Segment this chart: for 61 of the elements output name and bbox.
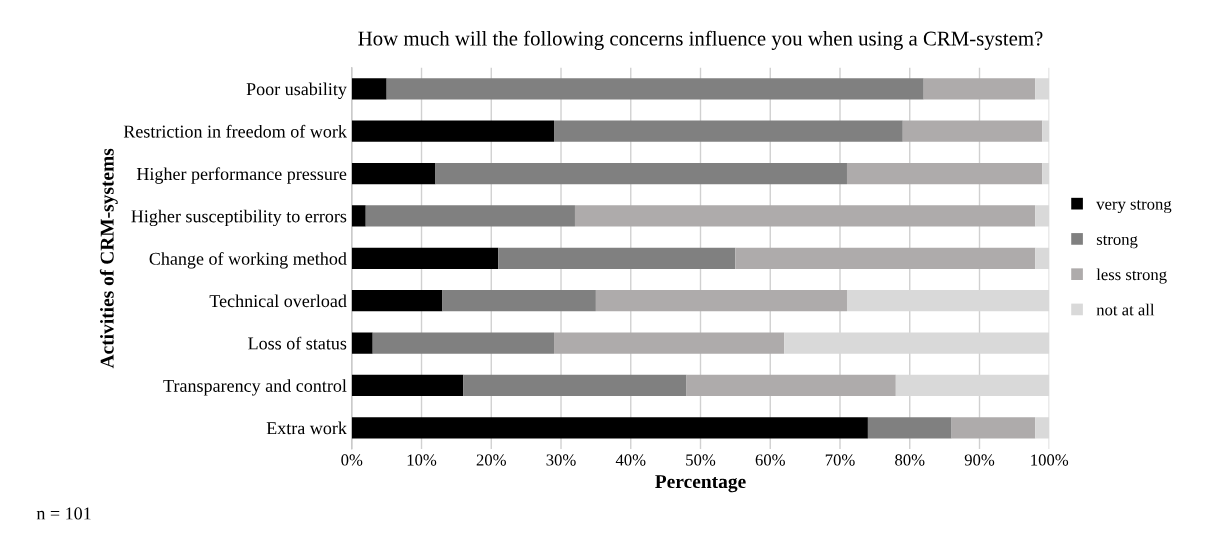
x-tick-label: 50%: [686, 454, 716, 466]
x-tick-label: 20%: [476, 454, 506, 466]
x-tick-label: 70%: [825, 454, 855, 466]
bar: [846, 162, 1043, 185]
legend-label: very strong: [1096, 200, 1172, 214]
legend-label: less strong: [1096, 268, 1167, 284]
x-axis-title: Percentage: [655, 475, 746, 493]
bar: [1042, 120, 1050, 142]
bar: [686, 374, 896, 397]
x-tick-label: 40%: [615, 454, 646, 466]
bar: [365, 205, 575, 227]
y-tick-label: Higher performance pressure: [136, 167, 347, 184]
x-tick-label: 60%: [755, 454, 785, 466]
bar: [1035, 417, 1050, 439]
y-tick-label: Technical overload: [209, 294, 347, 308]
bar: [351, 78, 387, 100]
bar: [351, 247, 499, 269]
bar: [351, 162, 436, 185]
bar: [1035, 205, 1050, 227]
legend-label: strong: [1096, 235, 1138, 249]
bar: [351, 374, 464, 397]
x-tick-label: 10%: [407, 454, 437, 466]
bar: [554, 332, 785, 354]
text: n = 101: [36, 507, 91, 520]
bar: [372, 332, 555, 354]
y-tick-label: Extra work: [266, 421, 347, 435]
bar: [867, 417, 952, 439]
x-tick-label: 0%: [341, 454, 363, 466]
legend-label: not at all: [1096, 303, 1155, 316]
y-tick-label: Transparency and control: [163, 379, 347, 396]
y-axis-title: Activities of CRM-systems: [99, 148, 118, 369]
y-tick-label: Poor usability: [246, 82, 347, 99]
bar: [351, 205, 366, 227]
bar: [595, 290, 847, 312]
bar: [902, 120, 1043, 142]
x-tick-label: 90%: [964, 454, 995, 466]
y-tick-label: Restriction in freedom of work: [123, 124, 347, 138]
bar: [351, 120, 555, 142]
bar: [351, 417, 868, 439]
bar: [1035, 247, 1050, 269]
bar: [442, 290, 596, 312]
bar: [923, 78, 1036, 100]
x-tick-label: 30%: [546, 454, 576, 466]
chart-title: How much will the following concerns influence you when using a CRM-system?: [358, 30, 1043, 50]
bar: [386, 78, 924, 100]
bar: [463, 374, 687, 397]
bar: [951, 417, 1036, 439]
bar: [554, 120, 903, 142]
bar: [1035, 78, 1050, 100]
x-tick-label: 100%: [1031, 454, 1069, 466]
bar: [351, 332, 373, 354]
bar: [498, 247, 736, 269]
y-tick-label: Change of working method: [149, 251, 347, 269]
bar: [351, 290, 443, 312]
y-tick-label: Higher susceptibility to errors: [131, 209, 347, 227]
y-tick-label: Loss of status: [248, 336, 347, 350]
bar: [1042, 162, 1050, 185]
x-tick-label: 80%: [895, 454, 925, 466]
bar: [435, 162, 847, 185]
bar: [574, 205, 1036, 227]
bar: [735, 247, 1036, 269]
